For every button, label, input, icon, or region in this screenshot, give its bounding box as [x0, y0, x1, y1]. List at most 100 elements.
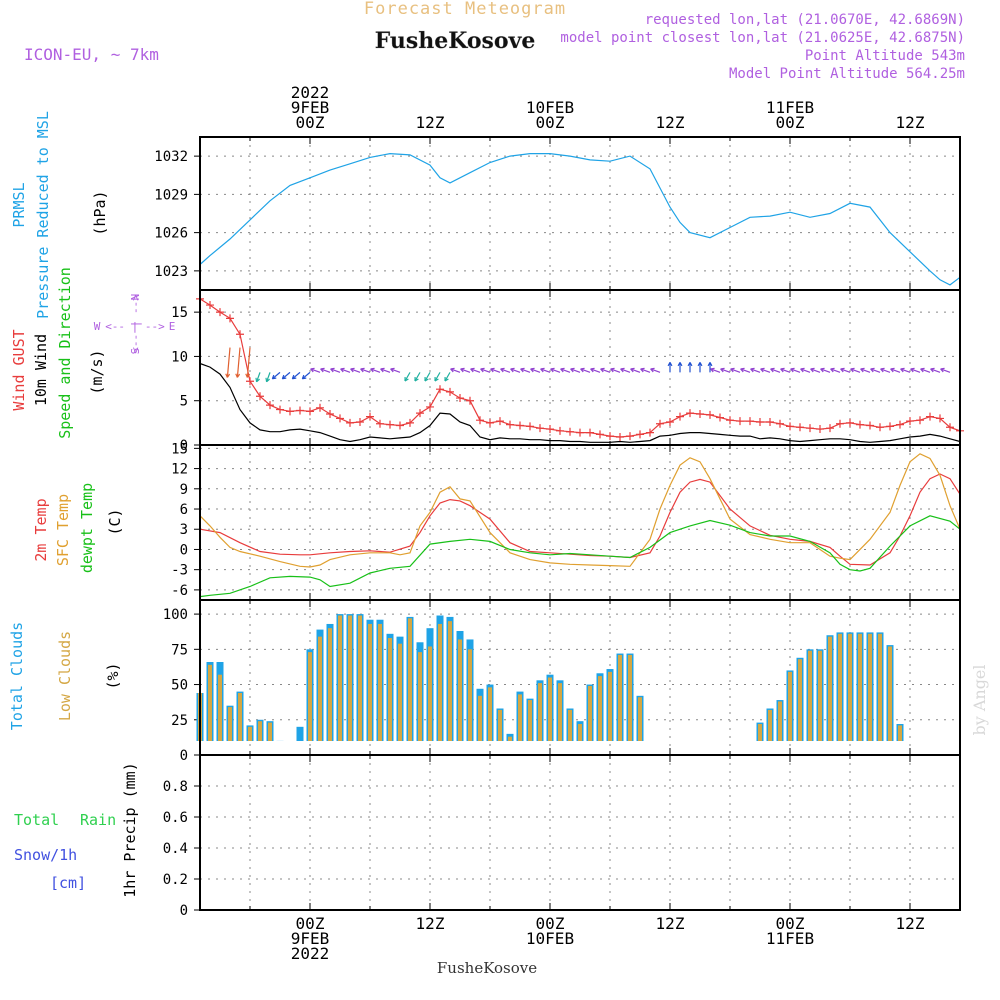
gust-marker: [406, 418, 414, 427]
wind-direction-arrow: [444, 372, 451, 382]
wind-panel: 15 10 5 0: [171, 290, 964, 454]
low-cloud-bar: [388, 638, 392, 741]
wind-direction-arrow: [650, 368, 661, 373]
gust-marker: [486, 418, 494, 427]
gust-marker: [576, 428, 584, 437]
gust-marker: [226, 314, 234, 323]
wind-arrow-head: [255, 377, 260, 383]
gust-marker: [636, 430, 644, 439]
gust-marker: [326, 410, 334, 418]
wind-direction-arrow: [790, 368, 801, 373]
gust-marker: [686, 409, 694, 418]
gust-marker: [496, 417, 504, 426]
low-cloud-bar: [348, 615, 352, 741]
wind-direction-arrow: [390, 368, 401, 373]
wind-direction-arrow: [610, 368, 621, 373]
wind-arrow-head: [940, 367, 945, 373]
gust-marker: [656, 419, 664, 428]
wind-direction-arrow: [266, 372, 271, 382]
gust-marker: [516, 421, 524, 430]
low-cloud-bar: [798, 659, 802, 741]
y-tick-label: 0: [180, 438, 188, 454]
wind-direction-arrow: [830, 368, 841, 373]
wind-direction-arrow: [560, 368, 571, 373]
wind-direction-arrow: [520, 368, 531, 373]
low-cloud-bar: [868, 633, 872, 741]
wind-arrow-head: [330, 367, 335, 373]
low-cloud-bar: [228, 707, 232, 741]
wind-arrow-head: [470, 367, 475, 373]
y-tick-label: -6: [171, 583, 188, 599]
low-cloud-bar: [778, 701, 782, 741]
low-cloud-bar: [808, 650, 812, 741]
gust-marker: [456, 394, 464, 403]
wind-arrow-head: [880, 367, 885, 373]
low-cloud-bar: [268, 722, 272, 741]
wind-arrow-head: [320, 367, 325, 373]
wind-direction-arrow: [246, 347, 251, 378]
plot-frame: [199, 136, 961, 911]
low-cloud-bar: [398, 643, 402, 741]
wind-direction-arrow: [580, 368, 591, 373]
precip-labels: Total Rain Snow/1h [cm] 1hr Precip (mm): [14, 762, 139, 897]
hpa-label: (hPa): [91, 190, 109, 235]
gust-marker: [646, 428, 654, 437]
temp-labels: 2m Temp SFC Temp dewpt Temp (C): [32, 483, 124, 573]
low-cloud-bar: [328, 628, 332, 741]
low-cloud-bar: [598, 676, 602, 741]
gust-marker: [806, 424, 814, 433]
low-cloud-bar: [358, 615, 362, 741]
pressure-line: [199, 152, 961, 286]
y-tick-label: 1029: [154, 187, 188, 203]
gust-marker: [856, 420, 864, 429]
low-cloud-bar: [568, 709, 572, 741]
wind-arrow-head: [540, 367, 545, 373]
wind-direction-arrow: [870, 368, 881, 373]
wind-direction-arrow: [900, 368, 911, 373]
wind-direction-arrow: [640, 368, 651, 373]
gust-marker: [376, 419, 384, 428]
wind-direction-arrow: [630, 368, 641, 373]
wind-direction-arrow: [236, 347, 241, 378]
wind-arrow-head: [720, 367, 725, 373]
gust-marker: [306, 407, 314, 416]
wind-direction-arrow: [320, 368, 331, 373]
wind-arrow-head: [444, 377, 449, 382]
gust-marker: [906, 417, 914, 426]
ms-label: (m/s): [88, 349, 106, 394]
wind-direction-arrow: [570, 368, 581, 373]
gust-marker: [916, 416, 924, 425]
compass-arrow-ns: <-- | -->: [129, 294, 142, 354]
wind-direction-arrow: [360, 368, 371, 373]
y-tick-label: 6: [180, 502, 188, 518]
low-cloud-bar: [588, 685, 592, 741]
wind-direction-arrow: [810, 368, 821, 373]
compass-arrow-we: <-- | -->: [105, 320, 165, 333]
total-label: Total: [14, 811, 59, 829]
low-cloud-bar: [788, 671, 792, 741]
wind-direction-arrow: [256, 372, 261, 382]
temperature-panel: 15 12 9 6 3 0 -3 -6: [171, 441, 961, 600]
wind-direction-arrow: [730, 368, 741, 373]
wind-arrow-head: [460, 367, 465, 373]
dewpt-label: dewpt Temp: [78, 483, 96, 573]
low-cloud-bar: [368, 623, 372, 741]
wind-arrow-head: [360, 367, 365, 373]
temp2m-line: [199, 473, 961, 566]
prmsl-desc-label: Pressure Reduced to MSL: [34, 111, 52, 319]
wind-arrow-head: [390, 367, 395, 373]
low-cloud-bar: [418, 652, 422, 741]
bottom-time-label: 9FEB: [291, 929, 330, 948]
gust-marker: [756, 417, 764, 426]
wind10m-label: 10m Wind: [32, 334, 50, 406]
top-time-label: 9FEB: [291, 98, 330, 117]
wind-arrow-head: [404, 377, 409, 382]
low-cloud-bar: [308, 652, 312, 741]
bottom-time-label: 12Z: [416, 914, 445, 933]
wind-direction-arrow: [910, 368, 921, 373]
gust-marker: [676, 412, 684, 421]
low-cloud-bar: [558, 683, 562, 741]
gust-marker: [946, 423, 954, 432]
wind-arrow-head: [340, 367, 345, 373]
rain-label: Rain: [80, 811, 116, 829]
